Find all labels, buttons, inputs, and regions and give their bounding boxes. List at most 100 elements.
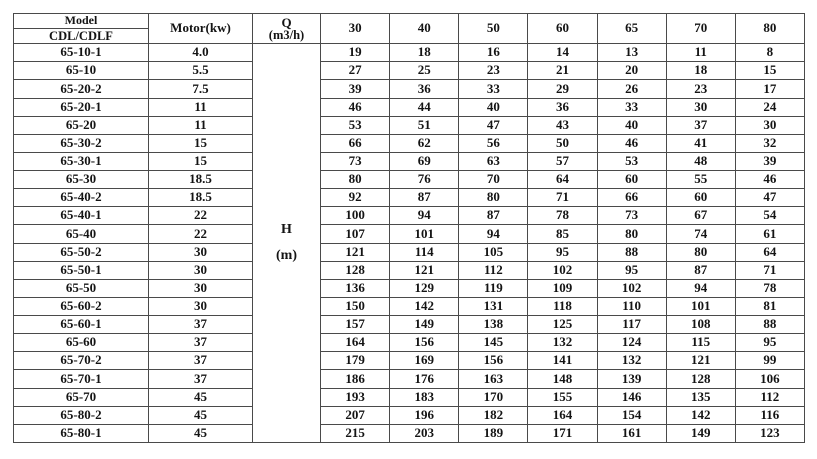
head-value-cell: 87	[458, 206, 529, 226]
header-row-1: Model Motor(kw) Q (m3/h) 30 40 50 60 65 70 80	[13, 12, 806, 45]
motor-power-cell: 30	[148, 296, 253, 317]
head-value-cell: 176	[389, 369, 460, 389]
head-value-cell: 8	[734, 43, 806, 63]
head-value-cell: 164	[319, 333, 391, 353]
head-value-cell: 39	[319, 79, 391, 99]
head-value-cell: 161	[596, 423, 667, 444]
motor-power-cell: 18.5	[148, 170, 253, 190]
head-value-cell: 47	[458, 115, 529, 135]
model-cell: 65-20-1	[13, 97, 149, 117]
head-value-cell: 106	[734, 369, 806, 389]
head-value-cell: 29	[527, 79, 598, 99]
head-value-cell: 60	[596, 170, 667, 190]
model-cell: 65-50-1	[13, 260, 149, 280]
head-value-cell: 60	[665, 188, 736, 208]
table-header: Model Motor(kw) Q (m3/h) 30 40 50 60 65 70 80 …	[13, 12, 806, 45]
table-row: 65-20-1 11 46 44 40 36 33 30 24	[13, 97, 806, 117]
model-column-header: Model	[13, 13, 149, 29]
head-value-cell: 54	[734, 206, 806, 226]
head-value-cell: 87	[665, 260, 736, 280]
head-value-cell: 121	[665, 351, 736, 371]
motor-power-cell: 4.0	[148, 43, 253, 63]
table-row: 65-50-1 30 128 121 112 102 95 87 71	[13, 260, 806, 280]
flow-rate-header-40: 40	[389, 12, 460, 45]
head-value-cell: 169	[389, 351, 460, 371]
flow-rate-header-65: 65	[596, 12, 667, 45]
head-value-cell: 13	[596, 43, 667, 63]
model-cell: 65-20	[13, 115, 149, 135]
table-row: 65-20 11 53 51 47 43 40 37 30	[13, 115, 806, 135]
head-value-cell: 112	[458, 260, 529, 280]
head-value-cell: 61	[734, 224, 806, 244]
table-row: 65-30-1 15 73 69 63 57 53 48 39	[13, 151, 806, 172]
head-value-cell: 36	[527, 97, 598, 117]
head-value-cell: 112	[734, 387, 806, 407]
head-value-cell: 36	[389, 79, 460, 99]
head-value-cell: 80	[458, 188, 529, 208]
model-cell: 65-80-2	[13, 405, 149, 425]
model-cell: 65-10-1	[13, 43, 149, 63]
head-value-cell: 16	[458, 43, 529, 63]
head-value-cell: 94	[458, 224, 529, 244]
head-value-cell: 23	[458, 61, 529, 81]
flow-rate-header-80: 80	[734, 12, 806, 45]
motor-power-cell: 18.5	[148, 188, 253, 208]
motor-power-cell: 37	[148, 333, 253, 353]
head-value-cell: 71	[734, 260, 806, 280]
model-cell: 65-30-1	[13, 151, 149, 172]
head-value-cell: 44	[389, 97, 460, 117]
head-value-cell: 149	[389, 315, 460, 335]
head-value-cell: 85	[527, 224, 598, 244]
motor-power-cell: 30	[148, 242, 253, 262]
head-unit-cell: H (m)	[252, 43, 321, 443]
model-cell: 65-70-2	[13, 351, 149, 371]
head-value-cell: 196	[389, 405, 460, 425]
table-row: 65-30 18.5 80 76 70 64 60 55 46	[13, 170, 806, 190]
head-value-cell: 154	[596, 405, 667, 425]
model-cell: 65-20-2	[13, 79, 149, 99]
head-value-cell: 81	[734, 296, 806, 317]
head-value-cell: 125	[527, 315, 598, 335]
head-value-cell: 215	[319, 423, 391, 444]
table-row: 65-40 22 107 101 94 85 80 74 61	[13, 224, 806, 244]
table-row: 65-10 5.5 27 25 23 21 20 18 15	[13, 61, 806, 81]
head-value-cell: 124	[596, 333, 667, 353]
head-value-cell: 47	[734, 188, 806, 208]
table-row: 65-70-2 37 179 169 156 141 132 121 99	[13, 351, 806, 371]
motor-power-cell: 30	[148, 260, 253, 280]
head-value-cell: 88	[734, 315, 806, 335]
head-value-cell: 116	[734, 405, 806, 425]
model-cell: 65-10	[13, 61, 149, 81]
head-value-cell: 193	[319, 387, 391, 407]
head-value-cell: 109	[527, 278, 598, 298]
head-value-cell: 101	[665, 296, 736, 317]
head-value-cell: 117	[596, 315, 667, 335]
head-value-cell: 78	[734, 278, 806, 298]
motor-power-cell: 15	[148, 133, 253, 153]
head-value-cell: 132	[596, 351, 667, 371]
head-value-cell: 101	[389, 224, 460, 244]
motor-power-cell: 22	[148, 224, 253, 244]
head-value-cell: 150	[319, 296, 391, 317]
model-cell: 65-50-2	[13, 242, 149, 262]
head-unit: (m)	[276, 248, 297, 264]
model-series-header: CDL/CDLF	[13, 27, 149, 45]
head-value-cell: 95	[596, 260, 667, 280]
head-value-cell: 136	[319, 278, 391, 298]
head-value-cell: 182	[458, 405, 529, 425]
head-value-cell: 73	[596, 206, 667, 226]
head-value-cell: 170	[458, 387, 529, 407]
motor-power-cell: 45	[148, 405, 253, 425]
head-value-cell: 149	[665, 423, 736, 444]
header-row-2: CDL/CDLF	[13, 27, 805, 45]
table-row: 65-80-1 45 215 203 189 171 161 149 123	[13, 423, 806, 444]
head-value-cell: 95	[734, 333, 806, 353]
table-row: 65-50 30 136 129 119 109 102 94 78	[13, 278, 806, 298]
head-value-cell: 148	[527, 369, 598, 389]
flow-rate-header-70: 70	[665, 12, 736, 45]
head-value-cell: 80	[596, 224, 667, 244]
head-value-cell: 171	[527, 423, 598, 444]
head-value-cell: 24	[734, 97, 806, 117]
head-value-cell: 64	[527, 170, 598, 190]
